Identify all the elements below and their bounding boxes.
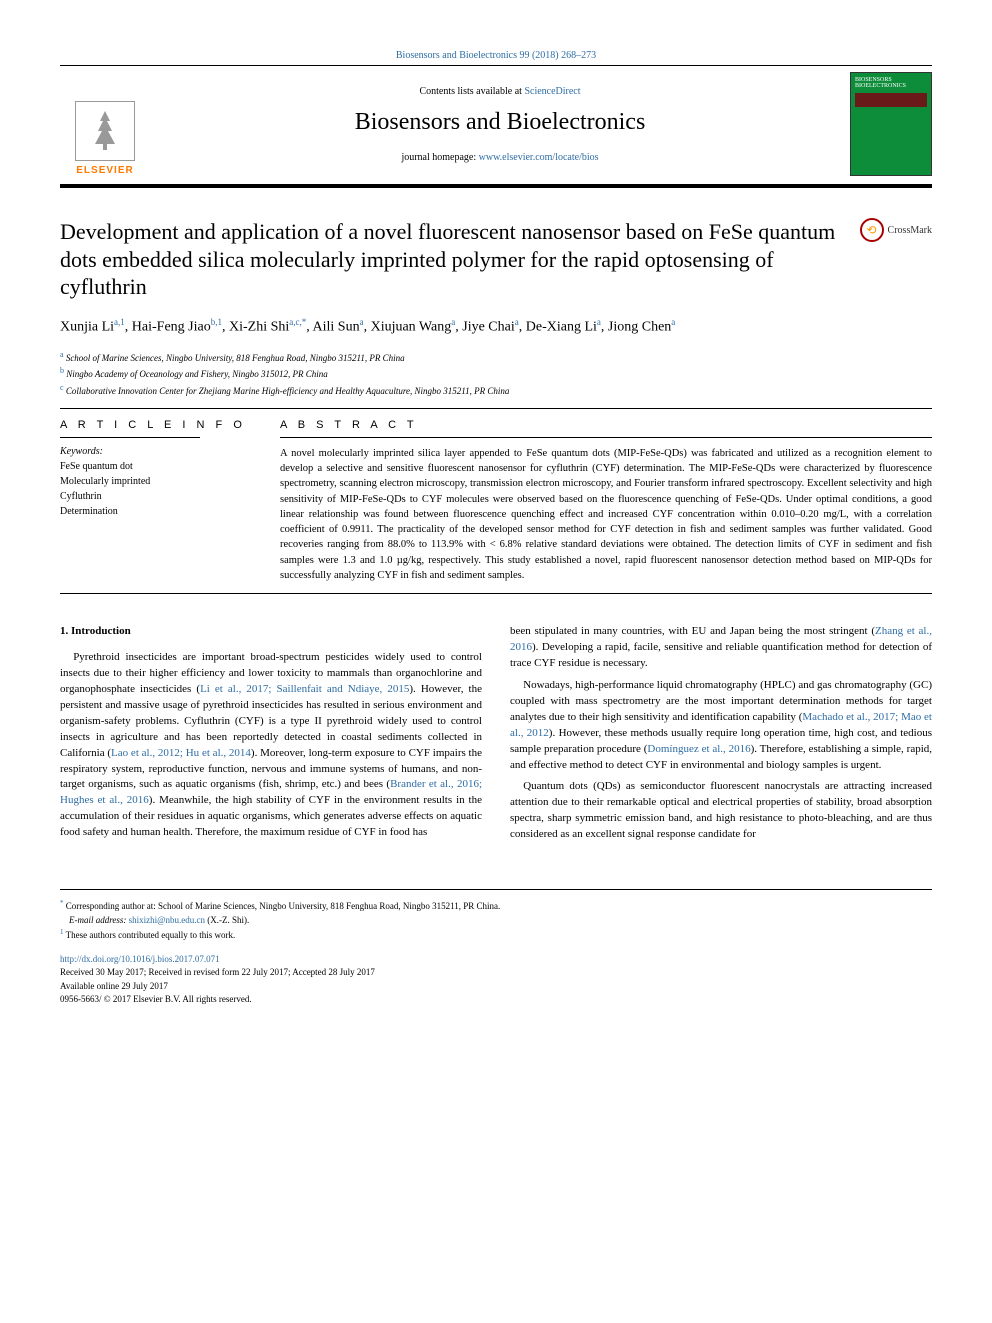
- available-date: Available online 29 July 2017: [60, 980, 932, 994]
- paragraph: Pyrethroid insecticides are important br…: [60, 650, 482, 841]
- abstract-text: A novel molecularly imprinted silica lay…: [280, 446, 932, 583]
- contents-line: Contents lists available at ScienceDirec…: [150, 86, 850, 97]
- running-header: Biosensors and Bioelectronics 99 (2018) …: [60, 50, 932, 66]
- journal-header: ELSEVIER Contents lists available at Sci…: [60, 72, 932, 188]
- divider: [60, 408, 932, 409]
- keywords-label: Keywords:: [60, 446, 250, 457]
- cover-band: [855, 93, 927, 107]
- affiliations: a School of Marine Sciences, Ningbo Univ…: [60, 349, 932, 399]
- citation-link[interactable]: Li et al., 2017; Saillenfait and Ndiaye,…: [200, 683, 409, 695]
- abstract-section: A B S T R A C T A novel molecularly impr…: [280, 419, 932, 583]
- info-divider: [60, 437, 200, 438]
- page-footer: * Corresponding author at: School of Mar…: [60, 889, 932, 1007]
- crossmark-label: CrossMark: [888, 225, 932, 236]
- abstract-divider: [280, 437, 932, 438]
- homepage-line: journal homepage: www.elsevier.com/locat…: [150, 152, 850, 163]
- article-title: Development and application of a novel f…: [60, 218, 860, 301]
- right-column: been stipulated in many countries, with …: [510, 624, 932, 849]
- crossmark-badge[interactable]: ⟲ CrossMark: [860, 218, 932, 242]
- citation-link[interactable]: Domínguez et al., 2016: [647, 743, 750, 755]
- email-link[interactable]: shixizhi@nbu.edu.cn: [129, 915, 205, 925]
- received-dates: Received 30 May 2017; Received in revise…: [60, 966, 932, 980]
- elsevier-tree-icon: [75, 101, 135, 161]
- sciencedirect-link[interactable]: ScienceDirect: [524, 86, 580, 97]
- doi-link[interactable]: http://dx.doi.org/10.1016/j.bios.2017.07…: [60, 954, 220, 964]
- body-columns: 1. Introduction Pyrethroid insecticides …: [60, 624, 932, 849]
- journal-cover-thumbnail: BIOSENSORS BIOELECTRONICS: [850, 72, 932, 176]
- paragraph: Nowadays, high-performance liquid chroma…: [510, 678, 932, 774]
- author-list: Xunjia Lia,1, Hai-Feng Jiaob,1, Xi-Zhi S…: [60, 315, 932, 339]
- publisher-logo: ELSEVIER: [60, 72, 150, 176]
- paragraph: Quantum dots (QDs) as semiconductor fluo…: [510, 779, 932, 843]
- journal-name: Biosensors and Bioelectronics: [150, 109, 850, 136]
- divider: [60, 593, 932, 594]
- article-info-sidebar: A R T I C L E I N F O Keywords: FeSe qua…: [60, 419, 250, 583]
- abstract-heading: A B S T R A C T: [280, 419, 932, 431]
- keywords-list: FeSe quantum dot Molecularly imprinted C…: [60, 459, 250, 519]
- section-heading: 1. Introduction: [60, 624, 482, 640]
- copyright: 0956-5663/ © 2017 Elsevier B.V. All righ…: [60, 993, 932, 1007]
- article-info-heading: A R T I C L E I N F O: [60, 419, 250, 431]
- left-column: 1. Introduction Pyrethroid insecticides …: [60, 624, 482, 849]
- citation-text: Biosensors and Bioelectronics 99 (2018) …: [396, 50, 596, 61]
- citation-link[interactable]: Lao et al., 2012; Hu et al., 2014: [111, 747, 251, 759]
- publisher-name: ELSEVIER: [76, 165, 133, 176]
- header-center: Contents lists available at ScienceDirec…: [150, 72, 850, 176]
- journal-homepage-link[interactable]: www.elsevier.com/locate/bios: [479, 152, 599, 163]
- crossmark-icon: ⟲: [860, 218, 884, 242]
- paragraph: been stipulated in many countries, with …: [510, 624, 932, 672]
